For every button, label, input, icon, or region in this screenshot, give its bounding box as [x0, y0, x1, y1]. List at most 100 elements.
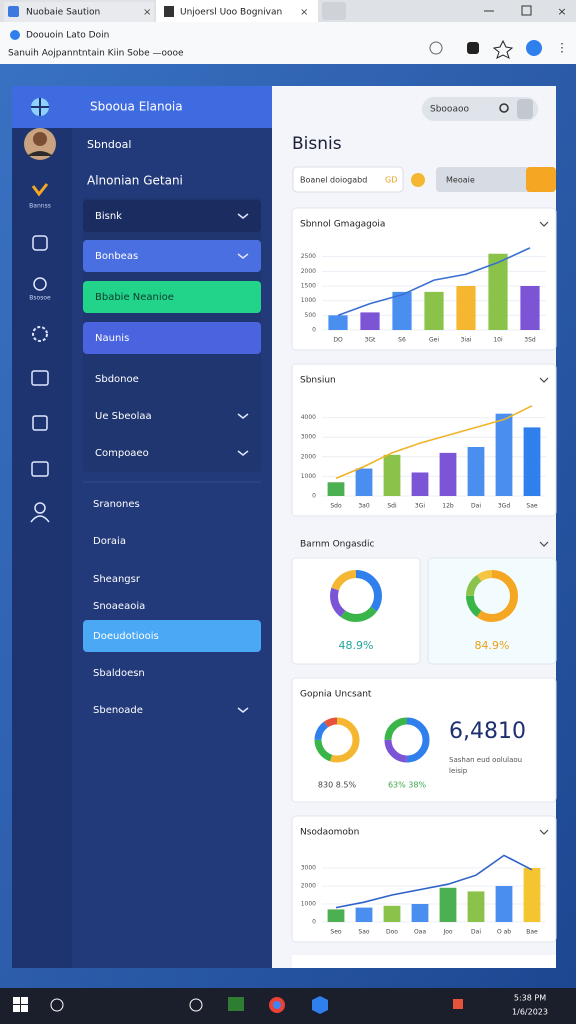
rail-icon[interactable]	[34, 502, 46, 514]
menu-item[interactable]: Naunis	[95, 333, 129, 344]
rail-icon[interactable]	[33, 277, 47, 291]
app-icon[interactable]	[228, 997, 244, 1011]
bar	[328, 315, 348, 330]
bar	[383, 905, 401, 922]
menu-item[interactable]: Doraia	[93, 536, 126, 547]
tab-close[interactable]: ×	[300, 7, 308, 18]
star-icon[interactable]	[429, 41, 443, 55]
rail-label: Bannss	[29, 203, 51, 210]
donut-label: 84.9%	[475, 639, 510, 652]
filter-button[interactable]	[292, 166, 404, 193]
partial-card	[292, 955, 556, 968]
rail-icon	[30, 515, 50, 523]
rail-icon[interactable]	[31, 370, 49, 386]
chevron[interactable]	[539, 221, 549, 227]
filter-text: Boanel doiogabd	[300, 176, 367, 185]
tab[interactable]	[4, 2, 154, 22]
rail-icon[interactable]	[32, 415, 48, 431]
menu-item[interactable]: Sheangsr	[93, 574, 141, 585]
sidebar-title: Sbooua Elanoia	[90, 100, 183, 114]
menu-item-bg[interactable]	[83, 322, 261, 354]
search-box[interactable]	[422, 97, 538, 121]
y-tick-label: 2000	[301, 268, 316, 275]
bar	[392, 291, 412, 330]
new-tab[interactable]	[322, 2, 346, 20]
y-tick-label: 0	[312, 493, 316, 500]
user-name: Sbndoal	[87, 138, 131, 151]
menu-item[interactable]: Bbabie Neanioe	[95, 292, 174, 303]
menu-item-bg[interactable]	[83, 240, 261, 272]
mic-button[interactable]	[517, 99, 533, 119]
menu-item[interactable]: Doeudotioois	[93, 631, 159, 642]
donut-segment	[330, 570, 382, 622]
x-tick-label: 3a0	[358, 503, 369, 510]
x-tick-label: O ab	[497, 929, 511, 936]
bookmark-icon[interactable]	[492, 39, 514, 59]
menu-item-bg[interactable]	[83, 200, 261, 232]
bar	[495, 413, 513, 496]
tray-icon[interactable]	[453, 999, 463, 1009]
tab-close[interactable]: ×	[143, 7, 151, 18]
menu-item[interactable]: Snoaeaoia	[93, 601, 145, 612]
bar	[439, 452, 457, 496]
menu-item[interactable]: Sbaldoesn	[93, 668, 145, 679]
bar	[327, 482, 345, 496]
x-tick-label: 3Gi	[415, 503, 425, 510]
bar	[355, 468, 373, 496]
start-button	[21, 1005, 28, 1012]
y-tick-label: 1000	[301, 901, 316, 908]
start-button[interactable]	[13, 997, 20, 1004]
chevron[interactable]	[539, 829, 549, 835]
y-tick-label: 0	[312, 327, 316, 334]
chevron	[237, 213, 249, 219]
menu-item[interactable]: Compoaeo	[95, 448, 149, 459]
rail-icon[interactable]	[32, 235, 48, 251]
profile-icon[interactable]	[526, 40, 542, 56]
menu-item[interactable]: Sbenoade	[93, 705, 143, 716]
search-icon[interactable]	[499, 103, 509, 113]
app-icon[interactable]	[312, 996, 328, 1014]
tab-icon	[164, 6, 174, 17]
menu-item-bg[interactable]	[83, 281, 261, 313]
address-bar	[0, 22, 576, 64]
address-text[interactable]: Doouoin Lato Doin	[26, 31, 109, 41]
donut-label: 830 8.5%	[318, 781, 357, 790]
window-close[interactable]: ×	[557, 5, 566, 18]
donut-segment	[330, 570, 382, 622]
task-view[interactable]	[189, 998, 203, 1012]
menu-icon[interactable]: ⋮	[556, 41, 568, 55]
donut-segment	[466, 570, 518, 622]
card-title: Nsodaomobn	[300, 828, 359, 838]
menu-item[interactable]: Sranones	[93, 499, 140, 510]
bar	[411, 472, 429, 496]
rail-icon[interactable]	[31, 461, 49, 477]
emoji-icon[interactable]	[411, 173, 425, 187]
menu-item-bg[interactable]	[83, 620, 261, 652]
x-tick-label: Sdo	[330, 503, 342, 510]
tab-title: Unjoersl Uoo Bognivan	[180, 8, 282, 18]
bar	[467, 891, 485, 922]
menu-item[interactable]: Bisnk	[95, 211, 122, 222]
chevron[interactable]	[539, 377, 549, 383]
card-title: Sbnsiun	[300, 376, 336, 386]
rail-icon[interactable]	[32, 326, 48, 342]
card-title: Barnm Ongasdic	[300, 540, 374, 550]
y-tick-label: 500	[305, 312, 317, 319]
url-text[interactable]: Sanuih Aojpanntntain Kiin Sobe —oooe	[8, 49, 184, 59]
maximize[interactable]	[521, 5, 532, 16]
tab-active[interactable]	[156, 0, 318, 22]
bar	[355, 907, 373, 922]
rail-icon[interactable]	[31, 183, 49, 197]
tab-icon	[8, 6, 19, 17]
menu-item[interactable]: Ue Sbeolaa	[95, 411, 152, 422]
x-tick-label: Sdi	[387, 503, 397, 510]
search-taskbar[interactable]	[50, 998, 64, 1012]
chevron[interactable]	[539, 541, 549, 547]
ext-icon[interactable]	[467, 42, 479, 54]
menu-item[interactable]: Sbdonoe	[95, 374, 139, 385]
menu-item[interactable]: Bonbeas	[95, 251, 138, 262]
card-title: Sbnnol Gmagagoia	[300, 220, 385, 230]
x-tick-label: Joo	[442, 929, 452, 936]
